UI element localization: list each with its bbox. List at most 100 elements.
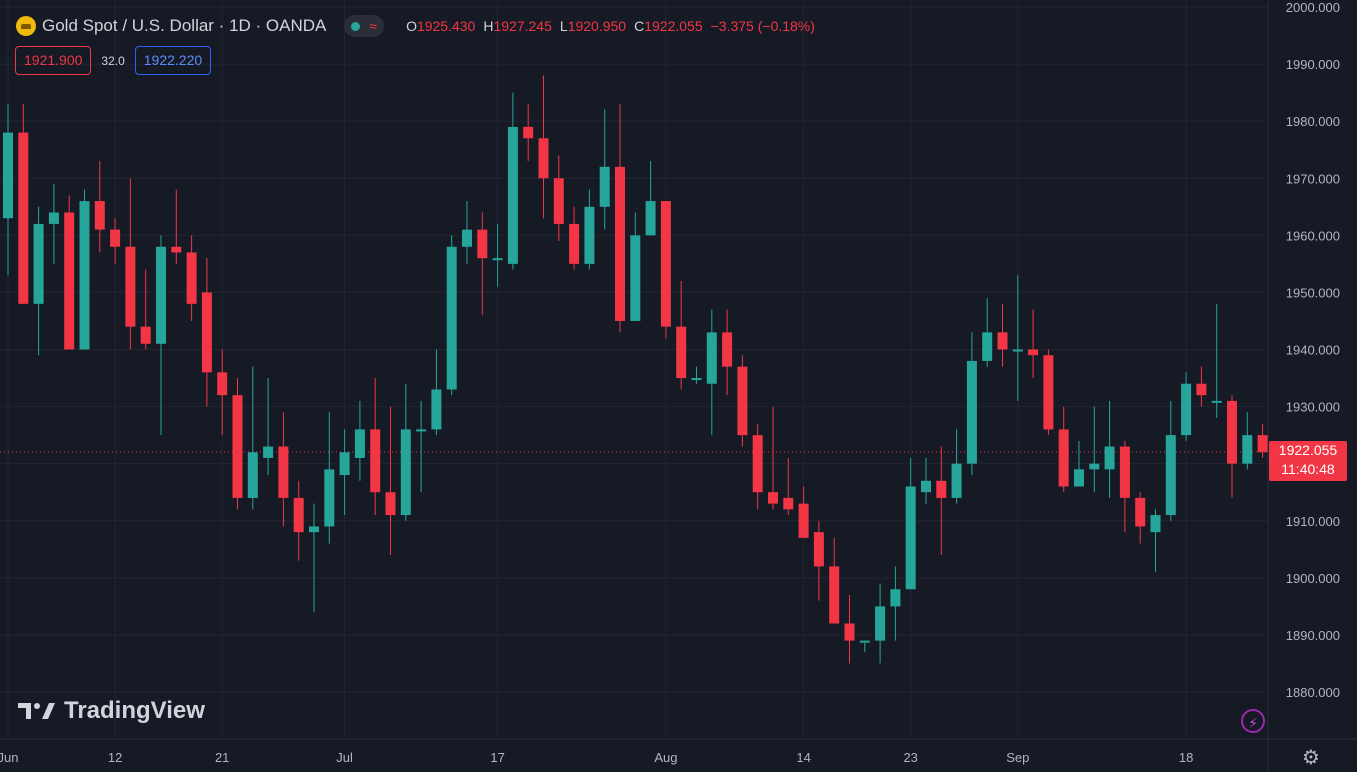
candle-body (33, 223, 44, 304)
candle-body (615, 166, 625, 321)
candle-body (94, 201, 105, 230)
last-price-tag: 1922.055 11:40:48 (1269, 441, 1347, 481)
candle-body (905, 486, 916, 590)
buy-button[interactable]: 1922.220 (134, 46, 212, 75)
candle-body (400, 429, 411, 516)
candle-body (1012, 349, 1023, 352)
candle-body (1028, 349, 1039, 356)
candle-body (462, 229, 472, 247)
candle-body (921, 480, 931, 493)
candle-body (156, 246, 166, 344)
y-tick-label: 1950.000 (1286, 285, 1340, 300)
candle-body (201, 292, 212, 373)
candle-body (660, 201, 671, 327)
candle-body (599, 166, 610, 207)
y-tick-label: 1880.000 (1286, 685, 1340, 700)
candle-body (645, 201, 656, 236)
y-tick-label: 1900.000 (1286, 571, 1340, 586)
candle-body (569, 223, 580, 264)
candle-body (171, 246, 182, 253)
candle-body (1135, 497, 1146, 527)
close-label: C (634, 18, 645, 34)
candle-body (951, 463, 962, 498)
candle-body (875, 606, 886, 641)
candle-body (1165, 435, 1176, 516)
y-tick-label: 1940.000 (1286, 343, 1340, 358)
trade-row: 1921.900 32.0 1922.220 (15, 46, 212, 75)
candle-body (339, 452, 350, 476)
y-tick-label: 1960.000 (1286, 228, 1340, 243)
sell-button[interactable]: 1921.900 (15, 46, 92, 75)
y-tick-label: 1970.000 (1286, 171, 1340, 186)
candle-body (844, 623, 855, 641)
candle-body (217, 372, 228, 396)
ohlc-values: O1925.430 H1927.245 L1920.950 C1922.055 … (406, 18, 815, 34)
close-value: 1922.055 (644, 18, 703, 34)
settings-gear-icon[interactable]: ⚙ (1302, 747, 1320, 769)
y-tick-label: 1930.000 (1286, 400, 1340, 415)
candle-body (18, 132, 29, 304)
candle-body (186, 252, 197, 304)
candle-body (1074, 469, 1084, 487)
candle-body (1043, 355, 1054, 430)
change-value: −3.375 (−0.18%) (710, 18, 815, 34)
candle-body (859, 640, 870, 643)
candle-body (1227, 400, 1237, 464)
x-tick-label: 12 (108, 750, 122, 765)
last-price-value: 1922.055 (1278, 442, 1338, 458)
candle-body (1058, 429, 1069, 487)
candle-body (706, 332, 717, 384)
high-label: H (483, 18, 494, 34)
candle-body (492, 258, 503, 261)
candle-body (997, 332, 1008, 350)
x-tick-label: 21 (215, 750, 229, 765)
candle-body (385, 492, 396, 516)
candle-body (1242, 435, 1253, 464)
x-tick-label: Aug (654, 750, 677, 765)
x-tick-label: 14 (796, 750, 810, 765)
candle-body (354, 429, 365, 458)
market-open-dot-icon (351, 21, 361, 31)
candle-body (79, 201, 90, 350)
candle-body (798, 503, 809, 538)
tradingview-logo-icon (18, 703, 55, 719)
candle-body (1181, 383, 1192, 436)
symbol-legend: Gold Spot / U.S. Dollar · 1D · OANDA ≈ O… (16, 14, 815, 38)
candle-body (48, 212, 59, 224)
y-tick-label: 1980.000 (1286, 114, 1340, 129)
x-tick-label: 17 (490, 750, 504, 765)
candle-body (676, 326, 687, 379)
candle-body (477, 229, 488, 259)
y-tick-label: 1910.000 (1286, 514, 1340, 529)
candle-body (293, 497, 304, 533)
tradingview-logo[interactable]: TradingView (18, 697, 205, 725)
candle-body (768, 492, 778, 504)
candle-body (1089, 463, 1100, 470)
candle-body (309, 526, 319, 533)
y-tick-label: 1990.000 (1286, 57, 1340, 72)
bar-countdown: 11:40:48 (1281, 461, 1335, 477)
candle-body (64, 212, 75, 350)
candle-body (370, 429, 381, 493)
candle-body (584, 206, 595, 264)
candle-body (890, 589, 901, 607)
logo-text: TradingView (64, 697, 205, 724)
lightning-icon[interactable]: ⚡ (1241, 709, 1265, 733)
candle-body (737, 366, 748, 436)
candle-body (247, 452, 258, 498)
candle-body (1196, 383, 1207, 396)
candle-body (278, 446, 289, 498)
candle-body (630, 235, 641, 321)
candle-body (966, 360, 977, 464)
x-tick-label: Jul (336, 750, 353, 765)
x-tick-label: Sep (1006, 750, 1029, 765)
market-status-pill[interactable]: ≈ (344, 15, 385, 37)
candle-body (507, 126, 518, 264)
gold-coin-icon (16, 16, 36, 36)
open-label: O (406, 18, 417, 34)
symbol-title[interactable]: Gold Spot / U.S. Dollar · 1D · OANDA (42, 16, 327, 35)
candle-body (1211, 400, 1222, 403)
candle-body (1119, 446, 1130, 498)
candle-body (538, 138, 549, 179)
